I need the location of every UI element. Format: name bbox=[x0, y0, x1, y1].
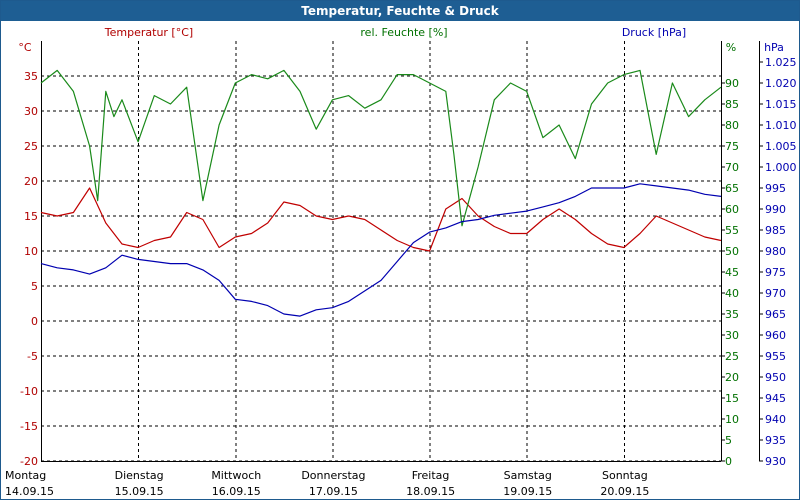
day-weekday-label: Dienstag bbox=[115, 469, 164, 482]
temperature-tick-label: -20 bbox=[20, 455, 38, 468]
pressure-tick-label: 1.015 bbox=[765, 98, 797, 111]
pressure-tick-label: 1.005 bbox=[765, 140, 797, 153]
pressure-tick-label: 1.020 bbox=[765, 77, 797, 90]
temperature-tick-label: 10 bbox=[24, 245, 38, 258]
day-date-label: 19.09.15 bbox=[503, 485, 552, 498]
temperature-tick-label: 35 bbox=[24, 70, 38, 83]
humidity-tick-label: 60 bbox=[725, 203, 739, 216]
temperature-tick-label: 30 bbox=[24, 105, 38, 118]
temperature-tick-label: -15 bbox=[20, 420, 38, 433]
pressure-tick-label: 990 bbox=[765, 203, 786, 216]
temperature-tick-label: 20 bbox=[24, 175, 38, 188]
pressure-tick-label: 1.010 bbox=[765, 119, 797, 132]
pressure-tick-label: 985 bbox=[765, 224, 786, 237]
temperature-tick-label: 0 bbox=[31, 315, 38, 328]
temperature-tick-label: 25 bbox=[24, 140, 38, 153]
temperature-tick-label: 15 bbox=[24, 210, 38, 223]
humidity-tick-label: 90 bbox=[725, 77, 739, 90]
humidity-tick-label: 20 bbox=[725, 371, 739, 384]
temperature-axis-label: Temperatur [°C] bbox=[104, 26, 193, 39]
temperature-tick-label: 5 bbox=[31, 280, 38, 293]
pressure-tick-label: 1.025 bbox=[765, 56, 797, 69]
day-date-label: 18.09.15 bbox=[406, 485, 455, 498]
temperature-tick-label: -5 bbox=[27, 350, 38, 363]
temperature-unit: °C bbox=[18, 41, 32, 54]
humidity-tick-label: 10 bbox=[725, 413, 739, 426]
pressure-series-line bbox=[40, 183, 722, 317]
pressure-tick-label: 960 bbox=[765, 329, 786, 342]
day-weekday-label: Freitag bbox=[412, 469, 450, 482]
day-date-label: 15.09.15 bbox=[115, 485, 164, 498]
pressure-unit: hPa bbox=[764, 41, 784, 54]
humidity-tick-label: 55 bbox=[725, 224, 739, 237]
pressure-tick-label: 935 bbox=[765, 434, 786, 447]
humidity-tick-label: 80 bbox=[725, 119, 739, 132]
humidity-tick-label: 15 bbox=[725, 392, 739, 405]
chart-title: Temperatur, Feuchte & Druck bbox=[1, 1, 799, 21]
humidity-tick-label: 50 bbox=[725, 245, 739, 258]
humidity-tick-label: 70 bbox=[725, 161, 739, 174]
day-date-label: 17.09.15 bbox=[309, 485, 358, 498]
humidity-tick-label: 40 bbox=[725, 287, 739, 300]
humidity-tick-label: 0 bbox=[725, 455, 732, 468]
day-weekday-label: Donnerstag bbox=[301, 469, 365, 482]
pressure-tick-label: 955 bbox=[765, 350, 786, 363]
pressure-tick-label: 945 bbox=[765, 392, 786, 405]
humidity-unit: % bbox=[726, 41, 736, 54]
humidity-series-line bbox=[40, 69, 722, 227]
pressure-axis-label: Druck [hPa] bbox=[622, 26, 686, 39]
humidity-tick-label: 35 bbox=[725, 308, 739, 321]
temperature-series-line bbox=[40, 187, 722, 252]
pressure-tick-label: 975 bbox=[765, 266, 786, 279]
day-weekday-label: Samstag bbox=[504, 469, 552, 482]
pressure-tick-label: 930 bbox=[765, 455, 786, 468]
pressure-tick-label: 950 bbox=[765, 371, 786, 384]
day-weekday-label: Sonntag bbox=[602, 469, 648, 482]
humidity-tick-label: 75 bbox=[725, 140, 739, 153]
pressure-tick-label: 1.000 bbox=[765, 161, 797, 174]
pressure-tick-label: 995 bbox=[765, 182, 786, 195]
day-weekday-label: Montag bbox=[5, 469, 46, 482]
humidity-tick-label: 30 bbox=[725, 329, 739, 342]
day-date-label: 14.09.15 bbox=[5, 485, 54, 498]
day-weekday-label: Mittwoch bbox=[211, 469, 261, 482]
humidity-tick-label: 65 bbox=[725, 182, 739, 195]
pressure-tick-label: 965 bbox=[765, 308, 786, 321]
pressure-tick-label: 940 bbox=[765, 413, 786, 426]
day-date-label: 16.09.15 bbox=[212, 485, 261, 498]
humidity-axis-label: rel. Feuchte [%] bbox=[360, 26, 447, 39]
day-date-label: 20.09.15 bbox=[600, 485, 649, 498]
humidity-tick-label: 25 bbox=[725, 350, 739, 363]
pressure-tick-label: 970 bbox=[765, 287, 786, 300]
pressure-tick-label: 980 bbox=[765, 245, 786, 258]
humidity-tick-label: 85 bbox=[725, 98, 739, 111]
humidity-tick-label: 5 bbox=[725, 434, 732, 447]
humidity-tick-label: 45 bbox=[725, 266, 739, 279]
temperature-tick-label: -10 bbox=[20, 385, 38, 398]
